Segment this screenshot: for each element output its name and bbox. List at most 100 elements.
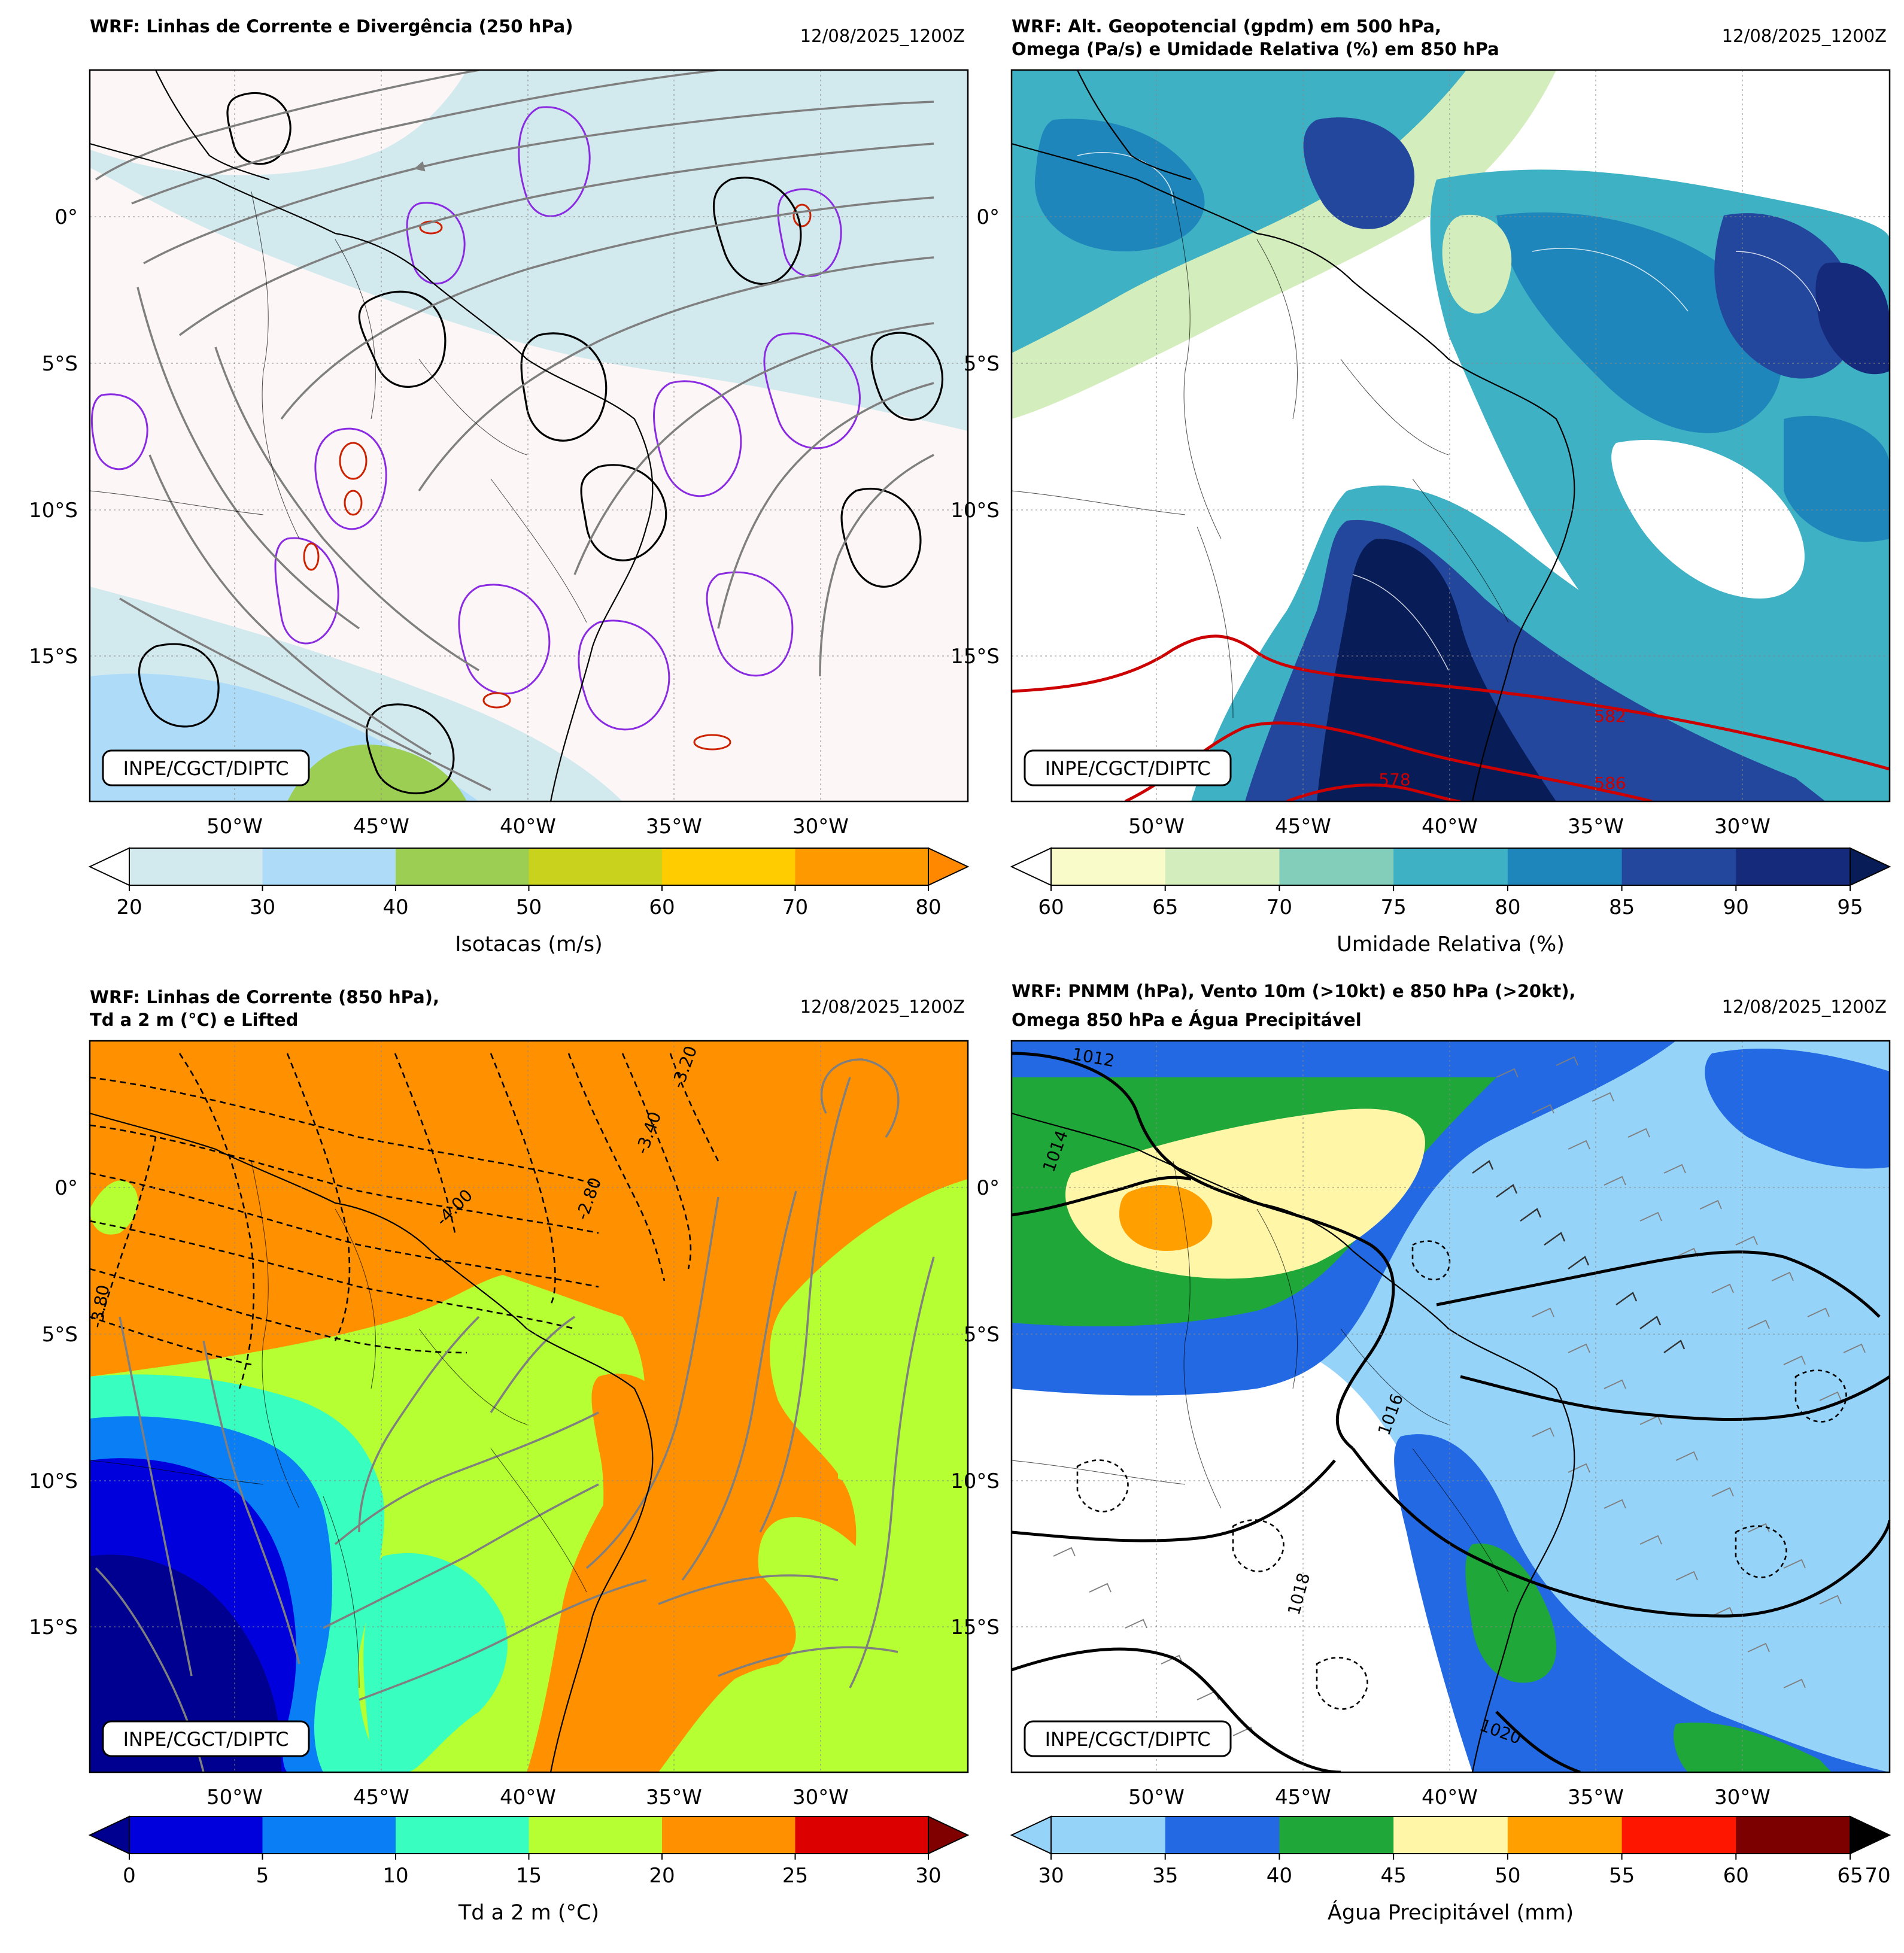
map-frame	[1010, 1040, 1891, 1773]
colorbar-tick-label: 80	[1495, 895, 1520, 919]
colorbar-segment	[262, 848, 396, 885]
colorbar-segment	[1051, 1817, 1166, 1854]
colorbar-segment	[1507, 1817, 1623, 1854]
contour-label-578: 578	[1378, 770, 1410, 789]
colorbar-segment	[129, 1817, 263, 1854]
lat-label-10s: 10°S	[29, 499, 78, 523]
panel-surface-pressure: WRF: PNMM (hPa), Vento 10m (>10kt) e 850…	[951, 981, 1891, 1925]
credit-box: INPE/CGCT/DIPTC	[102, 1720, 310, 1757]
colorbar-segment	[529, 848, 663, 885]
lat-label-15s: 15°S	[29, 1615, 78, 1639]
colorbar-tick-label: 30	[915, 1864, 941, 1888]
colorbar-extend-low	[1010, 1815, 1052, 1855]
isobars	[1012, 1052, 1890, 1772]
map-frame	[89, 1040, 969, 1773]
lat-label-10s: 10°S	[29, 1469, 78, 1493]
contour-label-586: 586	[1594, 773, 1626, 793]
colorbar-segment	[1736, 848, 1851, 885]
lat-label-0: 0°	[54, 205, 78, 229]
panel-timestamp: 12/08/2025_1200Z	[1722, 26, 1887, 46]
colorbar-segment	[662, 848, 795, 885]
colorbar-label: Umidade Relativa (%)	[1337, 933, 1565, 956]
colorbar-tick-label: 65	[1152, 895, 1178, 919]
lat-label-0: 0°	[976, 205, 1000, 229]
colorbar-segment	[1051, 848, 1166, 885]
lat-label-10s: 10°S	[951, 1469, 1000, 1493]
colorbar-tick-label: 20	[649, 1864, 675, 1888]
lon-tick-labels: 50°W 45°W 40°W 35°W 30°W	[1128, 1785, 1771, 1809]
lon-tick-labels: 50°W 45°W 40°W 35°W 30°W	[207, 815, 849, 839]
colorbar-segment	[1165, 848, 1280, 885]
colorbar-tick-label: 85	[1609, 895, 1635, 919]
colorbar-segment	[262, 1817, 396, 1854]
colorbar-tick-label: 60	[649, 895, 675, 919]
colorbar-tick-label: 30	[1038, 1864, 1064, 1888]
colorbar-label: Isotacas (m/s)	[455, 933, 603, 956]
colorbar-tick-label: 45	[1381, 1864, 1407, 1888]
panel-title-line-1: WRF: Alt. Geopotencial (gpdm) em 500 hPa…	[1012, 16, 1441, 37]
colorbar-tick-label: 35	[1152, 1864, 1178, 1888]
lat-label-15s: 15°S	[951, 1615, 1000, 1639]
colorbar-tick-label: 15	[516, 1864, 542, 1888]
colorbar-tick-label: 50	[1495, 1864, 1520, 1888]
lat-label-5s: 5°S	[42, 1323, 78, 1347]
colorbar-tick-label: 70	[1864, 1864, 1890, 1888]
colorbar-segment	[1165, 1817, 1280, 1854]
lon-label-50w: 50°W	[1128, 1785, 1185, 1809]
colorbar-segment	[1393, 1817, 1508, 1854]
lon-label-40w: 40°W	[1422, 1785, 1478, 1809]
lon-label-30w: 30°W	[792, 1785, 849, 1809]
lat-tick-labels: 0° 5°S 10°S 15°S	[951, 205, 1000, 669]
colorbar-segment	[1279, 1817, 1394, 1854]
colorbar-tick-label: 65	[1837, 1864, 1863, 1888]
lon-label-40w: 40°W	[500, 815, 556, 839]
map-area: 582 578 586	[1012, 70, 1890, 801]
panel-timestamp: 12/08/2025_1200Z	[800, 997, 965, 1017]
colorbar-tick-label: 40	[382, 895, 408, 919]
lat-tick-labels: 0° 5°S 10°S 15°S	[29, 205, 78, 669]
map-area: -3.80 -2.80 -3.40 -4.00 -3.20	[90, 1041, 968, 1772]
lat-label-5s: 5°S	[42, 352, 78, 376]
colorbar: 20 30 40 50 60 70 80 Isotacas (m/s)	[88, 847, 970, 956]
colorbar-tick-label: 55	[1609, 1864, 1635, 1888]
panel-250hpa-streamlines: WRF: Linhas de Corrente e Divergência (2…	[29, 16, 970, 956]
map-area	[90, 70, 968, 801]
panel-500hpa-geopotential: WRF: Alt. Geopotencial (gpdm) em 500 hPa…	[951, 16, 1891, 956]
colorbar-segment	[795, 1817, 929, 1854]
lon-label-45w: 45°W	[353, 815, 409, 839]
lon-label-50w: 50°W	[1128, 815, 1185, 839]
lon-label-35w: 35°W	[646, 815, 702, 839]
colorbar-segment	[795, 848, 929, 885]
lat-label-5s: 5°S	[964, 1323, 1000, 1347]
colorbar-extend-low	[88, 1815, 130, 1855]
colorbar-segment	[396, 1817, 529, 1854]
credit-text: INPE/CGCT/DIPTC	[1045, 757, 1211, 780]
colorbar: 30 35 40 45 50 55 60 65 70 Água Precipitável (mm)	[1010, 1815, 1891, 1925]
lat-label-0: 0°	[976, 1176, 1000, 1200]
colorbar-extend-high	[928, 847, 970, 886]
colorbar-tick-label: 60	[1038, 895, 1064, 919]
lat-label-15s: 15°S	[29, 645, 78, 669]
colorbar-tick-label: 60	[1723, 1864, 1749, 1888]
credit-box: INPE/CGCT/DIPTC	[1024, 1720, 1232, 1757]
colorbar-segment	[396, 848, 529, 885]
colorbar-extend-high	[928, 1815, 970, 1855]
colorbar-tick-label: 10	[382, 1864, 408, 1888]
colorbar-tick-label: 90	[1723, 895, 1749, 919]
colorbar-frame	[1050, 848, 1851, 886]
lon-label-35w: 35°W	[646, 1785, 702, 1809]
credit-box: INPE/CGCT/DIPTC	[102, 749, 310, 786]
lon-label-50w: 50°W	[207, 1785, 263, 1809]
lon-label-45w: 45°W	[1275, 1785, 1331, 1809]
colorbar-tick-label: 20	[116, 895, 142, 919]
map-area: 1014 1016 1018 1020 1012	[1012, 1041, 1890, 1772]
lon-label-45w: 45°W	[353, 1785, 409, 1809]
colorbar-extend-high	[1850, 847, 1891, 886]
colorbar-segment	[1507, 848, 1623, 885]
colorbar-extend-high	[1850, 1815, 1891, 1855]
lon-tick-labels: 50°W 45°W 40°W 35°W 30°W	[1128, 815, 1771, 839]
panel-timestamp: 12/08/2025_1200Z	[800, 26, 965, 46]
colorbar-tick-label: 25	[782, 1864, 808, 1888]
colorbar-tick-label: 5	[256, 1864, 269, 1888]
